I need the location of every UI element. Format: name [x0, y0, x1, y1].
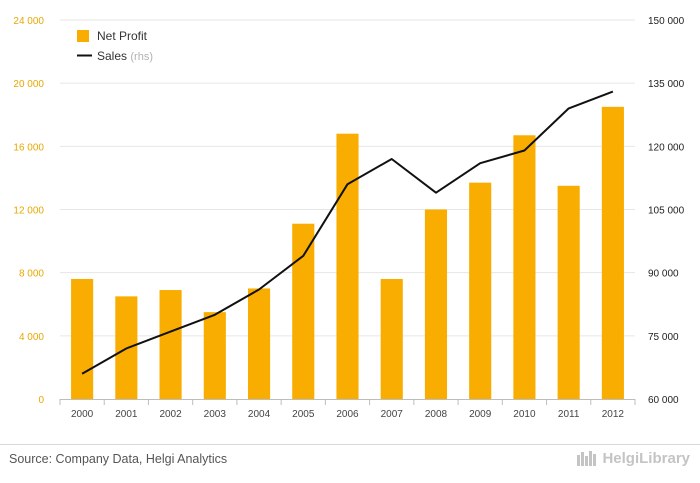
y-tick-right: 90 000 [648, 269, 679, 280]
brand-name: HelgiLibrary [602, 449, 690, 467]
x-tick-label: 2006 [336, 409, 359, 420]
x-tick-label: 2000 [71, 409, 94, 420]
bar-net-profit [159, 290, 182, 399]
y-tick-right: 150 000 [648, 16, 685, 27]
legend-bar-label: Net Profit [97, 29, 148, 43]
bars-layer [71, 106, 624, 400]
bar-net-profit [203, 312, 226, 399]
chart: 0 60 000 4 000 75 000 8 000 90 000 12 000 105 0… [13, 16, 684, 420]
y-tick-right: 135 000 [648, 79, 685, 90]
x-tick-label: 2004 [248, 409, 271, 420]
axis-layer: 0 60 000 4 000 75 000 8 000 90 000 12 000 105 0… [13, 16, 684, 420]
legend-bar-swatch [77, 30, 89, 42]
bar-net-profit [513, 135, 536, 399]
bar-net-profit [247, 288, 271, 399]
source-note: Source: Company Data, Helgi Analytics [9, 452, 228, 466]
x-tick-label: 2011 [558, 409, 580, 420]
bar-net-profit [424, 209, 448, 399]
legend-line-name: Sales [97, 49, 127, 63]
y-tick-right: 75 000 [648, 332, 679, 343]
y-tick-left: 4 000 [19, 332, 44, 343]
y-tick-right: 120 000 [648, 142, 685, 153]
x-tick-label: 2010 [513, 409, 536, 420]
library-icon [577, 451, 597, 466]
y-tick-left: 24 000 [13, 16, 44, 27]
x-tick-label: 2003 [204, 409, 227, 420]
x-tick-label: 2005 [292, 409, 315, 420]
x-tick-label: 2009 [469, 409, 492, 420]
brand-logo[interactable]: HelgiLibrary [576, 449, 690, 467]
y-tick-right: 60 000 [648, 395, 679, 406]
y-tick-left: 16 000 [13, 142, 44, 153]
x-tick-label: 2002 [159, 409, 182, 420]
y-tick-left: 12 000 [13, 206, 44, 217]
bar-net-profit [380, 278, 403, 399]
bar-net-profit [336, 133, 359, 399]
bar-net-profit [292, 223, 315, 399]
line-sales [81, 90, 614, 375]
y-tick-right: 105 000 [648, 206, 685, 217]
footer-divider [0, 444, 700, 445]
bar-net-profit [71, 278, 94, 399]
bar-net-profit [601, 106, 624, 400]
legend-line-label: Sales (rhs) [97, 49, 153, 63]
y-tick-left: 0 [38, 395, 44, 406]
y-tick-left: 8 000 [19, 269, 44, 280]
x-tick-label: 2001 [115, 409, 138, 420]
y-tick-left: 20 000 [13, 79, 44, 90]
x-tick-label: 2008 [425, 409, 448, 420]
bar-net-profit [557, 185, 580, 399]
bar-net-profit [469, 182, 492, 399]
chart-svg: 0 60 000 4 000 75 000 8 000 90 000 12 000 105 0… [13, 16, 684, 420]
legend-line-note: (rhs) [130, 51, 153, 63]
x-tick-label: 2007 [381, 409, 404, 420]
line-layer [81, 90, 614, 375]
x-tick-label: 2012 [602, 409, 625, 420]
legend: Net Profit Sales (rhs) [77, 29, 153, 63]
